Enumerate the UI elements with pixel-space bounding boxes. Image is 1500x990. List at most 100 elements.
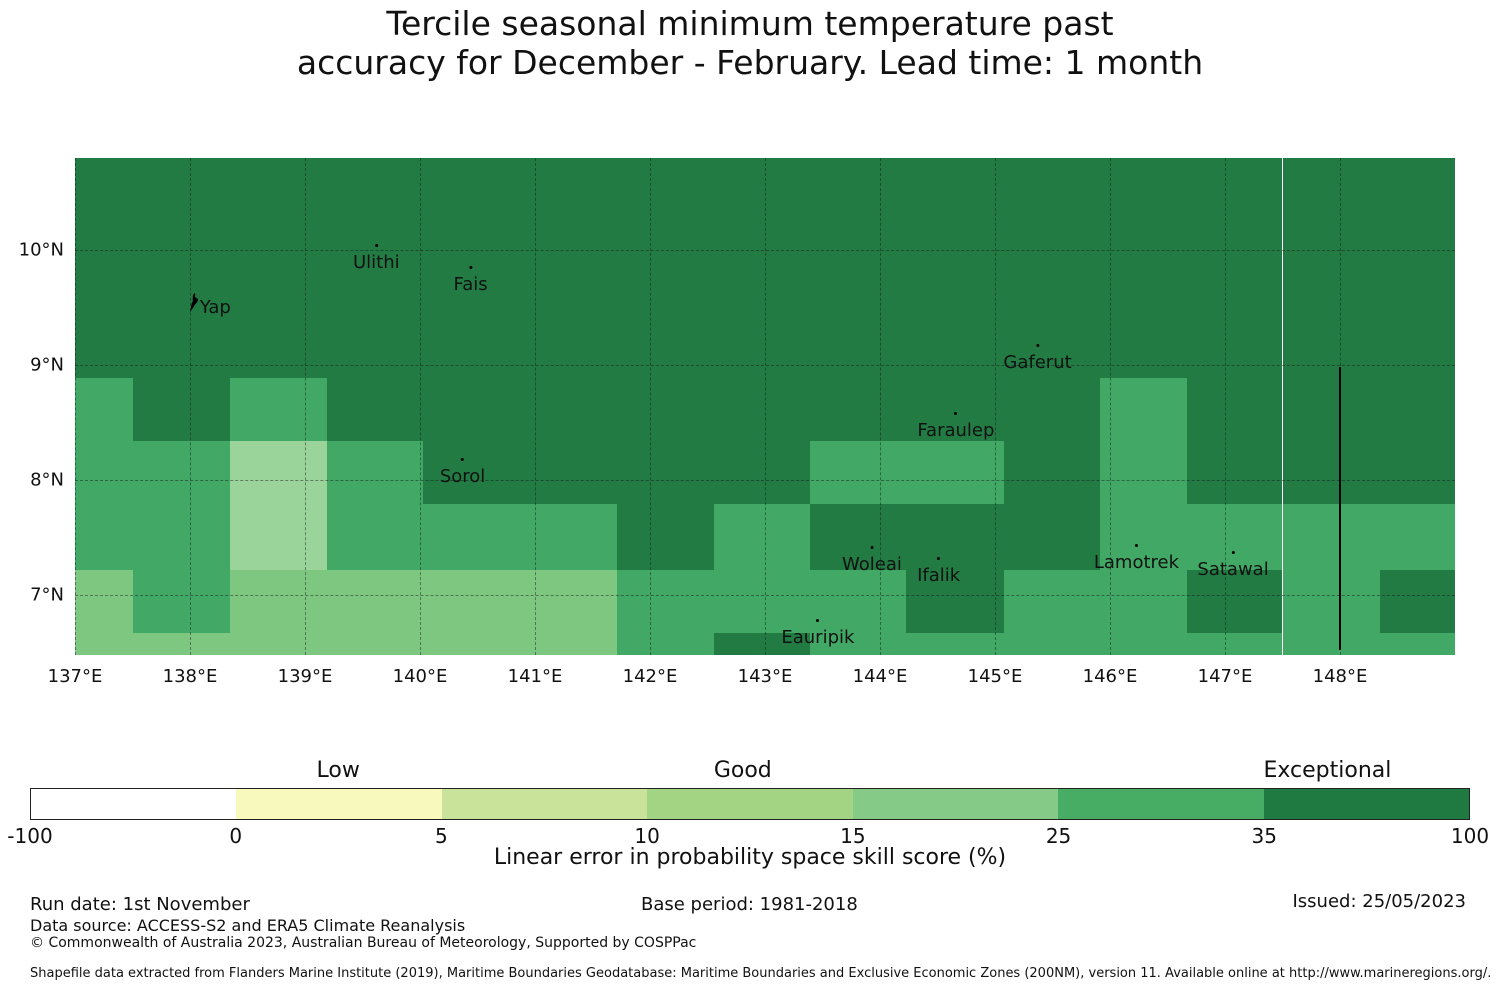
grid-cell <box>132 504 231 570</box>
island-name: Ulithi <box>352 251 400 273</box>
grid-cell <box>714 441 810 505</box>
grid-cell <box>1004 633 1100 655</box>
island-name: Woleai <box>842 554 902 576</box>
grid-cell <box>1004 377 1100 441</box>
grid-cell <box>906 569 1005 634</box>
grid-cell <box>809 377 907 441</box>
island-label: Lamotrek <box>1094 543 1179 573</box>
longitude-gridline <box>420 158 421 655</box>
grid-cell <box>230 504 327 570</box>
grid-cell <box>326 504 424 570</box>
colorbar-category-label: Exceptional <box>1263 758 1392 783</box>
island-marker-dot <box>469 265 473 269</box>
data-source-text: Data source: ACCESS-S2 and ERA5 Climate … <box>30 916 466 935</box>
grid-cell <box>1099 441 1188 505</box>
grid-cell <box>1099 158 1188 378</box>
x-axis-tick-label: 147°E <box>1197 666 1253 687</box>
grid-cell <box>1187 441 1283 505</box>
grid-cell <box>423 377 521 441</box>
grid-cell <box>1004 569 1100 634</box>
x-axis-tick-label: 142°E <box>622 666 678 687</box>
grid-cell <box>714 504 810 570</box>
grid-cell <box>616 633 715 655</box>
longitude-gridline <box>650 158 651 655</box>
grid-cell <box>906 377 1005 441</box>
grid-cell <box>520 504 617 570</box>
grid-cell <box>1282 158 1381 378</box>
island-name: Ifalik <box>917 564 961 586</box>
grid-cell <box>230 441 327 505</box>
grid-cell <box>906 158 1005 378</box>
colorbar-segment <box>647 789 853 819</box>
island-label: Fais <box>454 265 488 295</box>
grid-cell <box>1380 441 1455 505</box>
grid-cell <box>326 633 424 655</box>
run-date-text: Run date: 1st November <box>30 894 250 915</box>
chart-title-line2: accuracy for December - February. Lead t… <box>296 43 1204 82</box>
y-axis-tick-label: 10°N <box>18 239 64 261</box>
island-marker-dot <box>461 457 465 461</box>
island-name: Sorol <box>439 465 486 487</box>
longitude-gridline <box>305 158 306 655</box>
colorbar-segment <box>441 789 648 819</box>
grid-cell <box>230 158 327 378</box>
grid-cell <box>1099 377 1188 441</box>
grid-cell <box>1282 377 1381 441</box>
island-label: Eauripik <box>781 618 855 648</box>
colorbar-segment <box>236 789 442 819</box>
x-axis-tick-label: 139°E <box>277 666 333 687</box>
grid-cell <box>1380 504 1455 570</box>
colorbar-gradient-bar <box>30 788 1470 820</box>
grid-cell <box>230 569 327 634</box>
x-axis-tick-label: 144°E <box>852 666 908 687</box>
grid-cell <box>1380 158 1455 378</box>
grid-cell <box>809 633 907 655</box>
latitude-gridline <box>75 480 1455 482</box>
grid-cell <box>714 569 810 634</box>
x-axis-tick-label: 146°E <box>1082 666 1138 687</box>
grid-cell <box>616 377 715 441</box>
latitude-gridline <box>75 250 1455 252</box>
longitude-gridline <box>535 158 536 655</box>
longitude-gridline <box>995 158 996 655</box>
grid-cell <box>423 504 521 570</box>
colorbar-tick-label: -100 <box>7 824 53 848</box>
x-axis-tick-label: 141°E <box>507 666 563 687</box>
grid-cell <box>423 633 521 655</box>
x-axis-tick-label: 148°E <box>1312 666 1368 687</box>
grid-cell <box>616 158 715 378</box>
colorbar-axis-title: Linear error in probability space skill … <box>493 845 1007 870</box>
island-label: Yap <box>189 292 231 318</box>
grid-cell <box>230 377 327 441</box>
grid-cell <box>616 569 715 634</box>
colorbar-tick-label: 25 <box>1045 824 1072 848</box>
grid-cell <box>906 504 1005 570</box>
island-marker-dot <box>1134 543 1138 547</box>
island-name: Gaferut <box>1003 351 1072 373</box>
grid-cell <box>1380 377 1455 441</box>
grid-cell <box>230 633 327 655</box>
island-name: Satawal <box>1197 558 1269 580</box>
grid-cell <box>132 569 231 634</box>
grid-cell <box>75 377 133 441</box>
island-label: Ulithi <box>352 243 400 273</box>
grid-cell <box>132 441 231 505</box>
grid-cell <box>132 377 231 441</box>
grid-cell <box>906 633 1005 655</box>
grid-cell <box>1187 569 1283 634</box>
grid-cell <box>75 441 133 505</box>
island-name: Eauripik <box>781 626 855 648</box>
island-label: Sorol <box>439 457 486 487</box>
grid-cell <box>809 158 907 378</box>
grid-cell <box>616 441 715 505</box>
island-marker-dot <box>1231 550 1235 554</box>
latitude-gridline <box>75 595 1455 597</box>
island-label: Ifalik <box>917 556 961 586</box>
grid-cell <box>132 633 231 655</box>
colorbar-category-label: Good <box>713 758 772 783</box>
eez-boundary-line <box>1339 367 1341 651</box>
grid-cell <box>75 158 133 378</box>
grid-cell <box>714 158 810 378</box>
grid-cell <box>1004 441 1100 505</box>
